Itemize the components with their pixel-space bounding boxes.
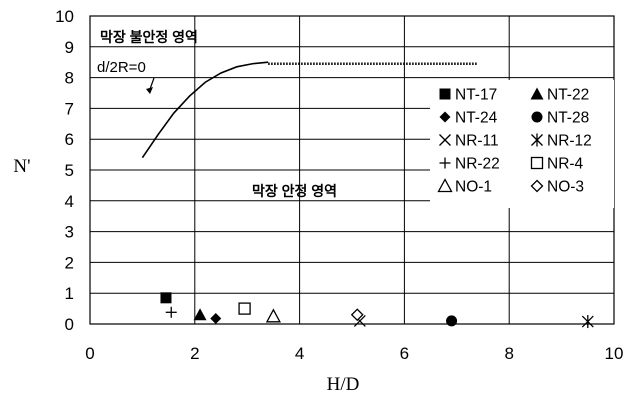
legend-label-nt-28: NT-28 (547, 110, 589, 127)
legend-label-nt-24: NT-24 (455, 110, 498, 127)
data-point-nr-4 (238, 302, 251, 315)
legend-marker-nt-22 (530, 87, 544, 100)
legend-label-nr-11: NR-11 (455, 133, 499, 150)
x-tick-label: 4 (295, 344, 304, 363)
data-point-nt-17 (160, 292, 172, 304)
legend-label-nr-4: NR-4 (547, 156, 584, 173)
stable-region-label: 막장 안정 영역 (252, 183, 337, 199)
y-tick-label: 6 (65, 130, 74, 149)
legend-marker-nt-28 (531, 111, 543, 123)
data-point-no-1 (265, 308, 281, 323)
x-axis-title: H/D (327, 374, 360, 395)
threshold-curve (141, 61, 478, 159)
legend-label-nr-12: NR-12 (547, 133, 592, 150)
y-tick-label: 3 (65, 223, 74, 242)
tick-labels: 0 1 2 3 4 5 6 7 8 9 10 0 2 4 6 8 10 (55, 7, 623, 363)
y-tick-label: 5 (65, 161, 74, 180)
curve-label: d/2R=0 (97, 59, 146, 76)
legend: NT-17 NT-22 NT-24 NT-28 NR-11 NR-12 NR-22 NR-4 N… (430, 80, 614, 208)
data-point-nr-12 (581, 315, 594, 329)
data-points (160, 292, 594, 329)
data-point-nt-22 (193, 308, 207, 321)
x-tick-label: 6 (400, 344, 409, 363)
data-point-no-3 (350, 308, 364, 322)
unstable-region-label: 막장 불안정 영역 (100, 29, 198, 45)
y-tick-label: 9 (65, 38, 74, 57)
x-tick-label: 10 (605, 344, 624, 363)
legend-marker-no-3 (530, 179, 544, 193)
curve-label-arrow (146, 77, 155, 94)
legend-label-no-3: NO-3 (547, 179, 584, 196)
y-tick-label: 0 (65, 315, 74, 334)
y-tick-label: 4 (65, 192, 74, 211)
y-tick-label: 1 (65, 284, 74, 303)
data-point-nt-24 (210, 312, 222, 324)
curve-solid (141, 61, 269, 159)
y-tick-label: 8 (65, 69, 74, 88)
legend-label-nt-22: NT-22 (547, 87, 589, 104)
legend-marker-no-1 (437, 178, 453, 193)
legend-box (430, 80, 614, 208)
legend-marker-nr-22 (439, 157, 451, 169)
x-tick-label: 0 (85, 344, 94, 363)
legend-marker-nt-17 (439, 88, 451, 100)
legend-marker-nr-11 (439, 134, 451, 146)
legend-marker-nt-24 (439, 111, 451, 123)
x-tick-label: 2 (190, 344, 199, 363)
y-axis-title: N' (13, 156, 30, 177)
legend-marker-nr-12 (531, 133, 543, 147)
legend-label-nr-22: NR-22 (455, 156, 500, 173)
legend-marker-nr-4 (530, 156, 544, 170)
y-tick-label: 7 (65, 99, 74, 118)
y-tick-label: 10 (55, 7, 74, 26)
legend-label-nt-17: NT-17 (455, 87, 497, 104)
x-tick-label: 8 (504, 344, 513, 363)
y-tick-label: 2 (65, 253, 74, 272)
data-point-nt-28 (446, 315, 458, 327)
legend-label-no-1: NO-1 (455, 179, 492, 196)
data-point-nr-22 (165, 306, 177, 318)
